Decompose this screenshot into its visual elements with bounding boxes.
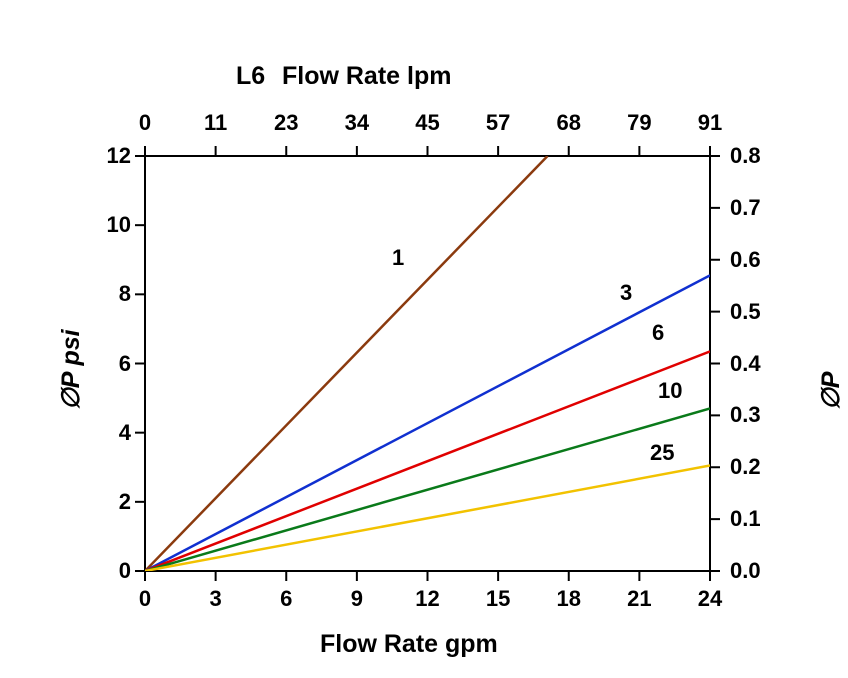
tick-label: 15 xyxy=(473,586,523,612)
series-label-3: 3 xyxy=(620,280,632,306)
y-left-label: ∅P psi xyxy=(56,329,86,410)
tick-label: 0.1 xyxy=(730,506,761,532)
tick-label: 24 xyxy=(685,586,735,612)
tick-label: 0.4 xyxy=(730,351,761,377)
tick-label: 45 xyxy=(403,110,453,136)
x-bottom-label: Flow Rate gpm xyxy=(320,630,498,659)
tick-label: 23 xyxy=(261,110,311,136)
tick-label: 0 xyxy=(120,586,170,612)
series-line-6 xyxy=(145,351,710,571)
tick-label: 3 xyxy=(191,586,241,612)
tick-label: 0.6 xyxy=(730,247,761,273)
tick-label: 0.7 xyxy=(730,195,761,221)
tick-label: 0.5 xyxy=(730,299,761,325)
tick-label: 21 xyxy=(614,586,664,612)
series-line-3 xyxy=(145,275,710,571)
tick-label: 18 xyxy=(544,586,594,612)
tick-label: 12 xyxy=(403,586,453,612)
series-label-25: 25 xyxy=(650,440,674,466)
tick-label: 6 xyxy=(261,586,311,612)
tick-label: 91 xyxy=(685,110,735,136)
tick-label: 10 xyxy=(107,212,131,238)
tick-label: 4 xyxy=(119,420,131,446)
series-label-10: 10 xyxy=(658,378,682,404)
top-title-left: L6 xyxy=(236,62,265,91)
series-line-1 xyxy=(145,156,548,571)
tick-label: 79 xyxy=(614,110,664,136)
tick-label: 11 xyxy=(191,110,241,136)
tick-label: 68 xyxy=(544,110,594,136)
tick-label: 0.8 xyxy=(730,143,761,169)
series-line-10 xyxy=(145,408,710,571)
tick-label: 0.0 xyxy=(730,558,761,584)
series-label-1: 1 xyxy=(392,245,404,271)
tick-label: 0.2 xyxy=(730,454,761,480)
series-line-25 xyxy=(145,466,710,571)
tick-label: 57 xyxy=(473,110,523,136)
chart-root: { "chart": { "type": "line", "background… xyxy=(0,0,848,678)
series-label-6: 6 xyxy=(652,320,664,346)
tick-label: 8 xyxy=(119,281,131,307)
tick-label: 34 xyxy=(332,110,382,136)
tick-label: 9 xyxy=(332,586,382,612)
top-title-right: Flow Rate lpm xyxy=(282,62,451,91)
tick-label: 0 xyxy=(119,558,131,584)
tick-label: 6 xyxy=(119,351,131,377)
tick-label: 2 xyxy=(119,489,131,515)
tick-label: 12 xyxy=(107,143,131,169)
tick-label: 0.3 xyxy=(730,402,761,428)
tick-label: 0 xyxy=(120,110,170,136)
y-right-label: ∅P bar xyxy=(816,371,848,410)
